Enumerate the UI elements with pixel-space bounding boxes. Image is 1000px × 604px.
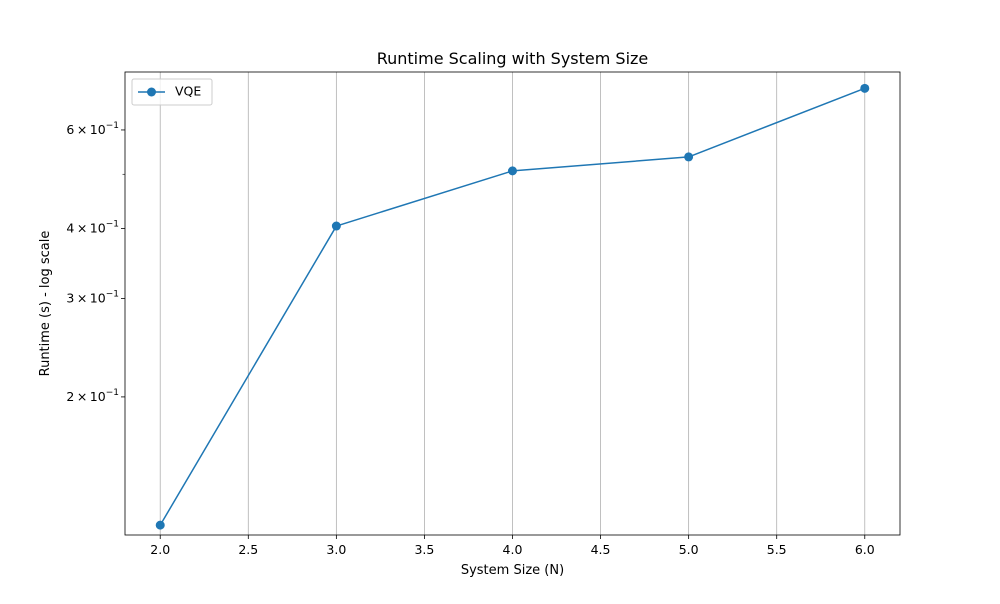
y-tick-label: 2 × 10−1 [66, 388, 119, 404]
x-tick-label: 5.0 [679, 542, 699, 557]
legend-box [131, 78, 213, 106]
data-point [684, 152, 694, 162]
x-tick-label: 5.5 [767, 542, 787, 557]
data-point [508, 166, 517, 176]
data-point [155, 520, 165, 530]
y-axis-label: Runtime (s) - log scale [38, 231, 53, 377]
x-tick-label: 4.5 [591, 542, 611, 557]
x-tick-label: 4.0 [503, 542, 523, 557]
legend-marker-swatch [147, 87, 156, 97]
x-axis-label: System Size (N) [461, 563, 564, 578]
y-tick-label: 4 × 10−1 [66, 219, 119, 235]
legend: VQE [131, 78, 213, 106]
x-gridlines [159, 72, 866, 535]
legend-label-vqe: VQE [175, 84, 201, 99]
data-point [331, 221, 341, 231]
y-tick-label: 6 × 10−1 [66, 121, 119, 137]
x-axis-ticks: 2.0 2.5 3.0 3.5 4.0 4.5 5.0 5.5 6.0 [150, 535, 875, 557]
x-tick-label: 2.5 [238, 542, 258, 557]
data-point [860, 83, 870, 93]
chart-title: Runtime Scaling with System Size [377, 49, 649, 68]
series-layer [155, 83, 870, 530]
y-axis-ticks: 2 × 10−1 3 × 10−1 4 × 10−1 6 × 10−1 [66, 121, 125, 404]
y-tick-label: 3 × 10−1 [66, 289, 119, 305]
x-tick-label: 2.0 [150, 542, 170, 557]
x-tick-label: 3.5 [414, 542, 434, 557]
x-tick-label: 3.0 [326, 542, 346, 557]
x-tick-label: 6.0 [855, 542, 875, 557]
